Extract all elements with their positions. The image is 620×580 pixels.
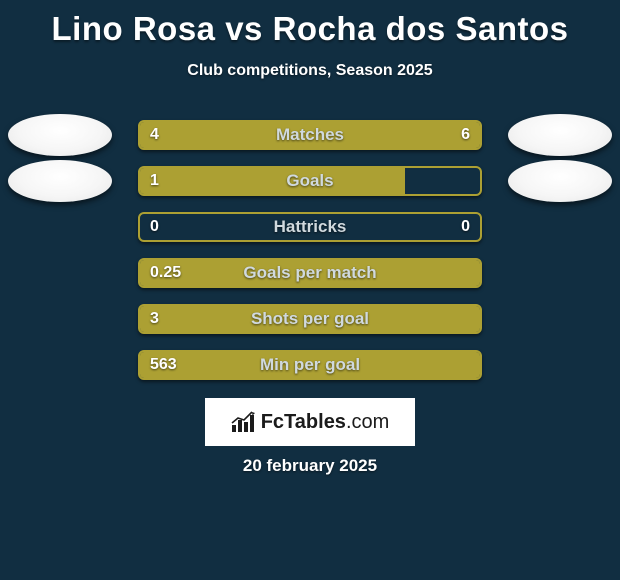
stat-bar-track: Shots per goal3 [138, 304, 482, 334]
stat-bar-track: Hattricks0 0 [138, 212, 482, 242]
player1-avatar [8, 114, 112, 156]
stats-list: Matches46 Goals10 Hattricks0 0 Goals per mat… [0, 120, 620, 380]
vs-label: vs [225, 10, 263, 47]
comparison-card: Lino Rosa vs Rocha dos Santos Club compe… [0, 0, 620, 580]
stat-row: Min per goal563 [0, 350, 620, 380]
fctables-logo: FcTables.com [205, 398, 415, 446]
stat-row: Shots per goal3 [0, 304, 620, 334]
stat-row: Hattricks0 0 [0, 212, 620, 242]
bar-chart-icon [231, 411, 257, 433]
stat-row: Goals per match0.25 [0, 258, 620, 288]
stat-label: Hattricks [140, 214, 480, 240]
subtitle: Club competitions, Season 2025 [0, 62, 620, 80]
stat-bar-fill-left [140, 168, 405, 194]
player2-avatar [508, 160, 612, 202]
player2-avatar [508, 114, 612, 156]
stat-bar-fill-right [276, 122, 480, 148]
stat-bar-fill-left [140, 122, 276, 148]
stat-row: Matches46 [0, 120, 620, 150]
logo-text: FcTables.com [261, 411, 390, 434]
stat-bar-fill-left [140, 306, 480, 332]
player2-name: Rocha dos Santos [273, 10, 569, 47]
stat-bar-track: Goals10 [138, 166, 482, 196]
stat-value-right: 0 [461, 214, 470, 240]
player1-name: Lino Rosa [52, 10, 216, 47]
page-title: Lino Rosa vs Rocha dos Santos [0, 0, 620, 48]
stat-value-left: 0 [150, 214, 159, 240]
player1-avatar [8, 160, 112, 202]
stat-row: Goals10 [0, 166, 620, 196]
footer-date: 20 february 2025 [0, 456, 620, 476]
stat-bar-track: Min per goal563 [138, 350, 482, 380]
stat-bar-fill-left [140, 260, 480, 286]
stat-bar-fill-left [140, 352, 480, 378]
stat-bar-track: Goals per match0.25 [138, 258, 482, 288]
stat-bar-track: Matches46 [138, 120, 482, 150]
